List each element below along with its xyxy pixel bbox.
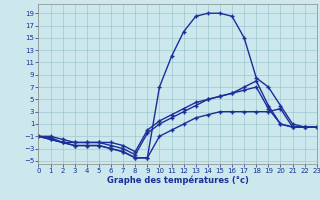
X-axis label: Graphe des températures (°c): Graphe des températures (°c) — [107, 176, 249, 185]
